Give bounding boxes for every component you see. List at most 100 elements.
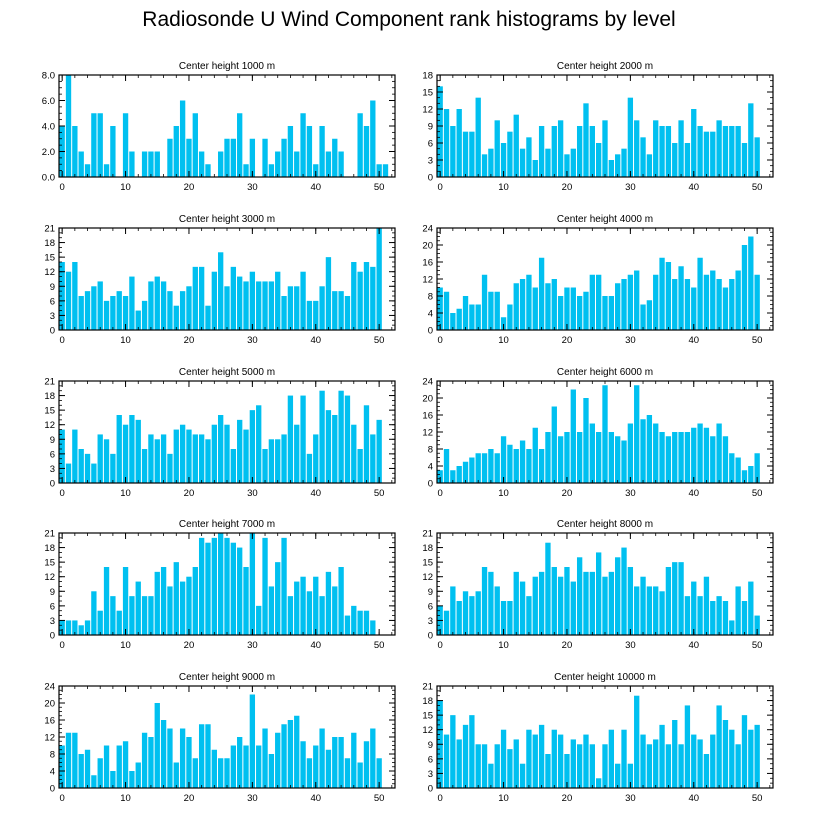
histogram-bar bbox=[748, 236, 754, 330]
histogram-bar bbox=[659, 126, 665, 177]
histogram-bar bbox=[300, 576, 306, 635]
histogram-bar bbox=[532, 576, 538, 635]
histogram-bar bbox=[319, 596, 325, 635]
histogram-bar bbox=[602, 744, 608, 788]
histogram-bar bbox=[646, 744, 653, 788]
y-tick-label: 9 bbox=[428, 587, 433, 598]
histogram-bar bbox=[160, 567, 167, 635]
histogram-bar bbox=[59, 262, 65, 330]
histogram-bar bbox=[494, 453, 500, 483]
histogram-bar bbox=[469, 131, 475, 177]
x-tick-label: 30 bbox=[247, 488, 258, 499]
histogram-bar bbox=[538, 257, 545, 330]
histogram-bar bbox=[110, 453, 116, 483]
histogram-bar bbox=[748, 466, 754, 483]
histogram-bar bbox=[91, 113, 97, 177]
histogram-bar bbox=[640, 734, 646, 788]
histogram-bar bbox=[608, 571, 615, 635]
histogram-bar bbox=[281, 138, 287, 177]
histogram-bar bbox=[456, 109, 462, 177]
histogram-bar bbox=[735, 457, 741, 483]
y-tick-label: 3 bbox=[50, 616, 55, 627]
histogram-bar bbox=[97, 281, 103, 330]
histogram-bar bbox=[583, 103, 589, 177]
histogram-bar bbox=[281, 537, 287, 635]
x-tick-label: 10 bbox=[120, 640, 131, 651]
histogram-bar bbox=[116, 415, 122, 483]
y-tick-label: 12 bbox=[44, 733, 55, 744]
x-tick-label: 40 bbox=[688, 640, 699, 651]
histogram-bar bbox=[357, 113, 363, 177]
histogram-bar bbox=[84, 164, 91, 177]
histogram-bar bbox=[646, 154, 653, 177]
histogram-bar bbox=[325, 257, 332, 330]
histogram-bar bbox=[481, 274, 488, 330]
x-tick-label: 20 bbox=[184, 793, 195, 804]
chart-title: Center height 1000 m bbox=[179, 61, 275, 72]
histogram-bar bbox=[754, 274, 760, 330]
histogram-bar bbox=[154, 703, 160, 788]
histogram-bar bbox=[344, 395, 351, 483]
histogram-bar bbox=[513, 114, 519, 177]
x-tick-label: 0 bbox=[438, 182, 443, 193]
histogram-bar bbox=[665, 436, 672, 483]
histogram-bar bbox=[256, 281, 262, 330]
x-tick-label: 10 bbox=[498, 488, 509, 499]
x-tick-label: 10 bbox=[498, 335, 509, 346]
histogram-bar bbox=[351, 732, 357, 788]
histogram-bar bbox=[678, 432, 684, 483]
histogram-bar bbox=[338, 567, 344, 635]
y-tick-label: 21 bbox=[44, 224, 55, 235]
histogram-bar bbox=[722, 287, 729, 330]
histogram-bar bbox=[494, 744, 500, 788]
histogram-bar bbox=[488, 148, 494, 177]
histogram-bar bbox=[596, 432, 602, 483]
y-tick-label: 8 bbox=[50, 750, 55, 761]
chart-title: Center height 4000 m bbox=[557, 214, 653, 225]
y-tick-label: 0.0 bbox=[42, 173, 55, 184]
histogram-bar bbox=[576, 126, 583, 177]
histogram-bar bbox=[357, 449, 363, 483]
chart-panel-4: Center height 4000 m 0 4 8 12 16 20 24 0 10 20 30 40… bbox=[422, 214, 774, 346]
histogram-bar bbox=[469, 304, 475, 330]
histogram-bar bbox=[370, 728, 376, 788]
histogram-bar bbox=[532, 734, 538, 788]
histogram-bar bbox=[59, 429, 65, 483]
histogram-bar bbox=[110, 771, 116, 788]
histogram-bar bbox=[475, 591, 481, 635]
histogram-bar bbox=[608, 729, 615, 788]
histogram-bar bbox=[634, 385, 640, 483]
y-tick-label: 12 bbox=[422, 725, 433, 736]
histogram-bar bbox=[313, 745, 319, 788]
histogram-bar bbox=[602, 120, 608, 177]
histogram-bar bbox=[237, 276, 243, 330]
chart-title: Center height 5000 m bbox=[179, 367, 275, 378]
histogram-bar bbox=[462, 296, 469, 330]
histogram-bar bbox=[710, 601, 716, 635]
histogram-bar bbox=[294, 715, 300, 788]
y-tick-label: 8.0 bbox=[42, 71, 55, 82]
histogram-bar bbox=[237, 547, 243, 635]
histogram-bar bbox=[672, 432, 678, 483]
x-tick-label: 10 bbox=[120, 793, 131, 804]
histogram-bar bbox=[351, 605, 357, 635]
histogram-bar bbox=[198, 151, 205, 177]
histogram-bar bbox=[110, 296, 116, 330]
histogram-bar bbox=[218, 758, 224, 788]
chart-title: Center height 6000 m bbox=[557, 367, 653, 378]
histogram-bar bbox=[703, 754, 710, 788]
histogram-bar bbox=[230, 449, 237, 483]
chart-title: Center height 7000 m bbox=[179, 519, 275, 530]
histogram-bar bbox=[72, 429, 78, 483]
histogram-bar bbox=[526, 449, 532, 483]
x-tick-label: 40 bbox=[310, 793, 321, 804]
histogram-bar bbox=[627, 423, 634, 483]
histogram-bar bbox=[59, 745, 65, 788]
y-tick-label: 21 bbox=[422, 682, 433, 693]
histogram-bar bbox=[173, 429, 179, 483]
histogram-bar bbox=[722, 436, 729, 483]
histogram-bar bbox=[287, 286, 294, 330]
histogram-bar bbox=[230, 138, 237, 177]
y-tick-label: 12 bbox=[422, 105, 433, 116]
